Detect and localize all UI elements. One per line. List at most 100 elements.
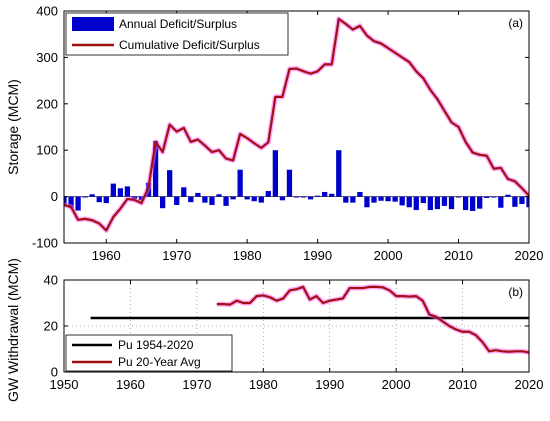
legend-a-line-label: Cumulative Deficit/Surplus [119,38,260,52]
legend-a: Annual Deficit/Surplus Cumulative Defici… [65,12,289,56]
annual-bar [364,196,370,208]
panel-b-ylabel: GW Withdrawal (MCM) [5,258,21,402]
annual-bar [265,191,271,197]
x-tick-label: 2020 [515,248,544,263]
annual-bar [202,196,208,203]
annual-bar [434,196,441,210]
x-tick-label: 2000 [374,248,403,263]
annual-bar [110,183,116,197]
annual-bar [244,196,250,200]
y-tick-label: 0 [51,189,58,204]
legend-a-bar-label: Annual Deficit/Surplus [119,17,237,31]
annual-bar [413,196,419,211]
annual-bar [209,196,215,205]
x-tick-label: 1960 [116,377,145,392]
panel-a-label: (a) [508,16,523,30]
annual-bar [117,188,123,197]
annual-bar [174,196,180,205]
annual-bar [89,194,95,197]
annual-bar [385,196,391,202]
y-axis-ticks: -100 0 100 200 300 400 [32,4,529,251]
annual-bar [279,196,286,201]
x-tick-label: 2010 [444,248,473,263]
x-tick-label: 1990 [303,248,332,263]
annual-bar [420,196,426,204]
y-tick-label: 0 [51,365,58,380]
x-axis-ticks: 1950 1960 1970 1980 1990 2000 2010 2020 [50,280,544,392]
y-tick-label: 400 [36,4,58,19]
annual-bar [350,196,356,203]
annual-bar [124,186,131,197]
annual-bar [448,196,455,210]
annual-bar [469,196,476,211]
legend-b-pu-label: Pu 1954-2020 [118,338,194,352]
annual-bar [195,192,201,197]
annual-bar [103,196,109,204]
annual-bar [152,140,159,197]
legend-a-bar-swatch [72,17,114,31]
avg-line-path [216,285,529,354]
x-axis-ticks: 1960 1970 1980 1990 2000 2010 2020 [92,11,544,263]
panel-a-frame [63,10,530,244]
annual-bar [181,187,187,197]
annual-bar [455,196,462,198]
annual-bar [307,196,314,200]
x-tick-label: 1960 [92,248,121,263]
x-tick-label: 1990 [315,377,344,392]
annual-bar [293,196,300,198]
annual-bar [512,196,518,207]
annual-bar [167,170,173,197]
annual-bar [505,194,511,197]
annual-bar [322,191,328,197]
annual-bar [392,196,398,202]
x-tick-label: 1970 [162,248,191,263]
annual-bar [406,196,412,208]
annual-bar [441,196,448,206]
annual-bar [484,196,490,198]
annual-bar [336,150,342,197]
y-tick-label: 40 [44,273,58,288]
annual-bar [343,196,349,203]
annual-bar [519,196,525,205]
x-tick-label: 1980 [249,377,278,392]
x-tick-label: 1980 [233,248,262,263]
annual-bar [329,193,335,197]
y-tick-label: 100 [36,143,58,158]
cumulative-line-path [64,17,529,232]
annual-bar [230,196,236,200]
annual-bar [82,196,88,198]
x-tick-label: 2020 [515,377,544,392]
y-axis-ticks: 0 20 40 [44,273,529,380]
annual-bar [526,196,529,208]
y-tick-label: 300 [36,50,58,65]
annual-bar [399,196,405,206]
y-tick-label: -100 [32,236,58,251]
panel-b: 0 20 40 1950 1960 1970 1980 1990 2000 2010 2020 (… [5,258,543,402]
legend-b-box [65,334,233,372]
annual-bar [314,195,321,197]
annual-bar [477,196,483,209]
annual-bar [237,169,243,197]
x-tick-label: 2000 [382,377,411,392]
legend-b: Pu 1954-2020 Pu 20-Year Avg [65,334,233,372]
annual-bar [188,196,194,203]
panel-a: -100 0 100 200 300 400 1960 1970 1980 1990 2000 20… [5,4,543,264]
annual-bar [272,150,278,197]
annual-bar [68,196,74,209]
avg-line [216,284,529,355]
legend-b-avg-label: Pu 20-Year Avg [118,355,201,369]
annual-bar [258,196,264,203]
panel-b-label: (b) [508,285,523,299]
annual-bar [216,194,222,197]
x-tick-label: 1950 [50,377,79,392]
annual-bar [64,196,67,205]
panel-b-frame [63,279,530,373]
annual-bar [159,196,166,209]
annual-bar [498,196,504,208]
annual-bar [223,196,229,206]
y-tick-label: 200 [36,96,58,111]
annual-bar [371,196,377,203]
annual-bar [96,196,102,203]
annual-bar [491,196,497,198]
